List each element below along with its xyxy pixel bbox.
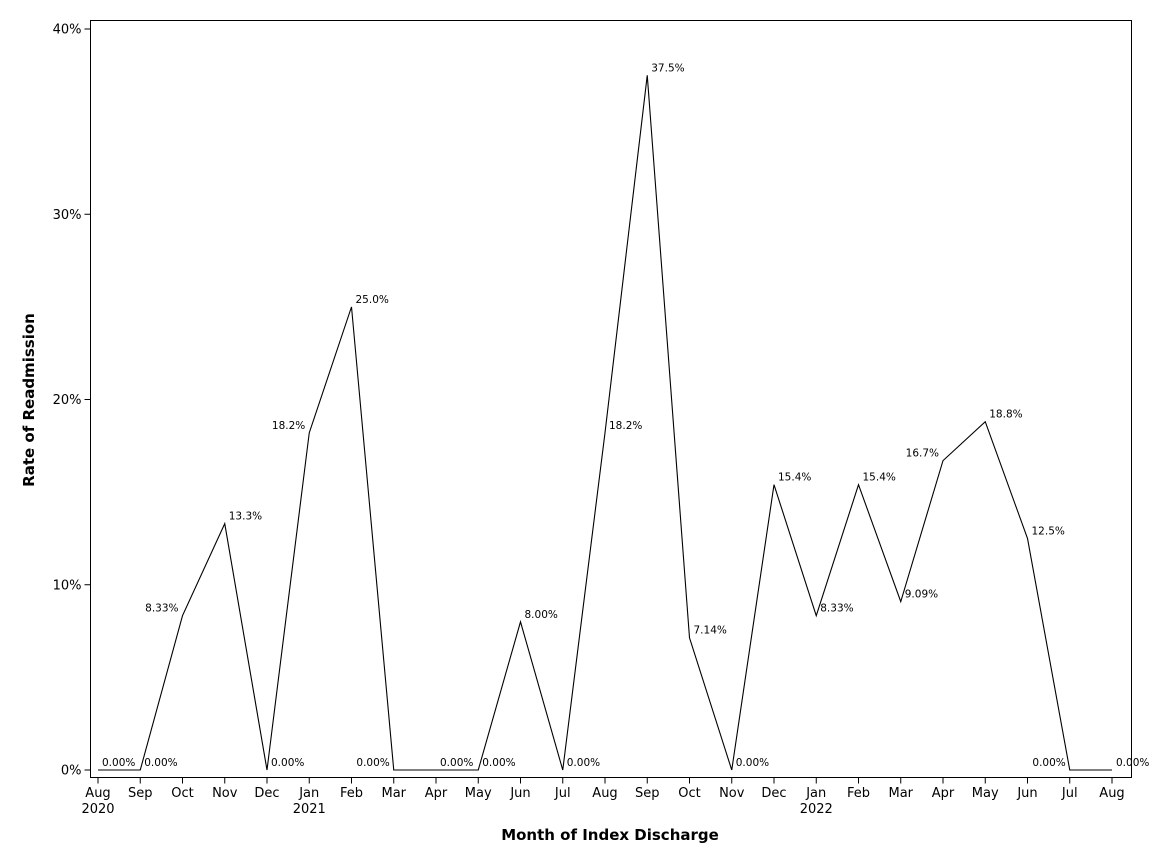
- x-tick-label-21: May: [972, 786, 999, 801]
- data-label-8: 0.00%: [440, 757, 473, 769]
- x-year-label-0: 2020: [81, 802, 114, 817]
- data-label-14: 7.14%: [694, 625, 727, 637]
- y-tick-label-2: 20%: [53, 393, 82, 408]
- series-layer: [98, 75, 1112, 771]
- x-tick-label-13: Sep: [635, 786, 660, 801]
- x-year-label-2: 2022: [800, 802, 833, 817]
- x-tick-label-12: Aug: [592, 786, 617, 801]
- x-axis: Aug Sep Oct Nov Dec Jan Feb Mar Apr May Jun Jul Aug S…: [81, 777, 1125, 817]
- x-tick-label-11: Jul: [554, 786, 571, 801]
- x-tick-label-19: Mar: [888, 786, 913, 801]
- x-tick-label-24: Aug: [1099, 786, 1124, 801]
- data-label-9: 0.00%: [482, 757, 515, 769]
- x-tick-label-9: May: [465, 786, 492, 801]
- data-labels-layer: 0.00% 0.00% 8.33% 13.3% 0.00% 18.2% 25.0% 0.00%…: [102, 62, 1149, 769]
- data-label-23: 0.00%: [1032, 757, 1065, 769]
- x-tick-label-3: Nov: [212, 786, 238, 801]
- data-label-15: 0.00%: [736, 757, 769, 769]
- data-label-5: 18.2%: [272, 420, 305, 432]
- y-axis: 0% 10% 20% 30% 40%: [53, 23, 91, 779]
- y-axis-title: Rate of Readmission: [20, 313, 38, 487]
- data-label-1: 0.00%: [144, 757, 177, 769]
- y-tick-label-4: 40%: [53, 23, 82, 38]
- x-tick-label-4: Dec: [254, 786, 279, 801]
- data-label-20: 16.7%: [906, 448, 939, 460]
- y-tick-label-3: 30%: [53, 208, 82, 223]
- x-tick-label-7: Mar: [381, 786, 406, 801]
- data-label-17: 8.33%: [820, 603, 853, 615]
- x-axis-title: Month of Index Discharge: [501, 826, 719, 844]
- x-tick-label-16: Dec: [761, 786, 786, 801]
- data-label-22: 12.5%: [1032, 525, 1065, 537]
- data-label-7: 0.00%: [356, 757, 389, 769]
- data-label-19: 9.09%: [905, 589, 938, 601]
- x-tick-label-6: Feb: [340, 786, 363, 801]
- data-label-4: 0.00%: [271, 757, 304, 769]
- data-label-13: 37.5%: [651, 62, 684, 74]
- x-tick-label-23: Jul: [1061, 786, 1078, 801]
- plot-frame: [90, 20, 1132, 778]
- x-tick-label-14: Oct: [678, 786, 700, 801]
- x-tick-label-1: Sep: [128, 786, 153, 801]
- x-tick-label-8: Apr: [425, 786, 448, 801]
- data-label-12: 18.2%: [609, 420, 642, 432]
- x-tick-label-22: Jun: [1016, 786, 1037, 801]
- data-label-24: 0.00%: [1116, 757, 1149, 769]
- data-label-6: 25.0%: [356, 294, 389, 306]
- x-tick-label-10: Jun: [509, 786, 530, 801]
- x-tick-label-2: Oct: [171, 786, 193, 801]
- data-label-21: 18.8%: [989, 409, 1022, 421]
- data-label-0: 0.00%: [102, 757, 135, 769]
- x-tick-label-15: Nov: [719, 786, 745, 801]
- x-tick-label-20: Apr: [932, 786, 955, 801]
- data-label-16: 15.4%: [778, 472, 811, 484]
- y-tick-label-1: 10%: [53, 578, 82, 593]
- x-tick-label-5: Jan: [298, 786, 319, 801]
- data-label-2: 8.33%: [145, 603, 178, 615]
- x-year-label-1: 2021: [293, 802, 326, 817]
- series-line-0: [98, 75, 1112, 771]
- data-label-18: 15.4%: [863, 472, 896, 484]
- x-tick-label-18: Feb: [847, 786, 870, 801]
- data-label-10: 8.00%: [525, 609, 558, 621]
- x-tick-label-0: Aug: [85, 786, 110, 801]
- y-tick-label-0: 0%: [61, 764, 82, 779]
- data-label-3: 13.3%: [229, 511, 262, 523]
- x-tick-label-17: Jan: [805, 786, 826, 801]
- data-label-11: 0.00%: [567, 757, 600, 769]
